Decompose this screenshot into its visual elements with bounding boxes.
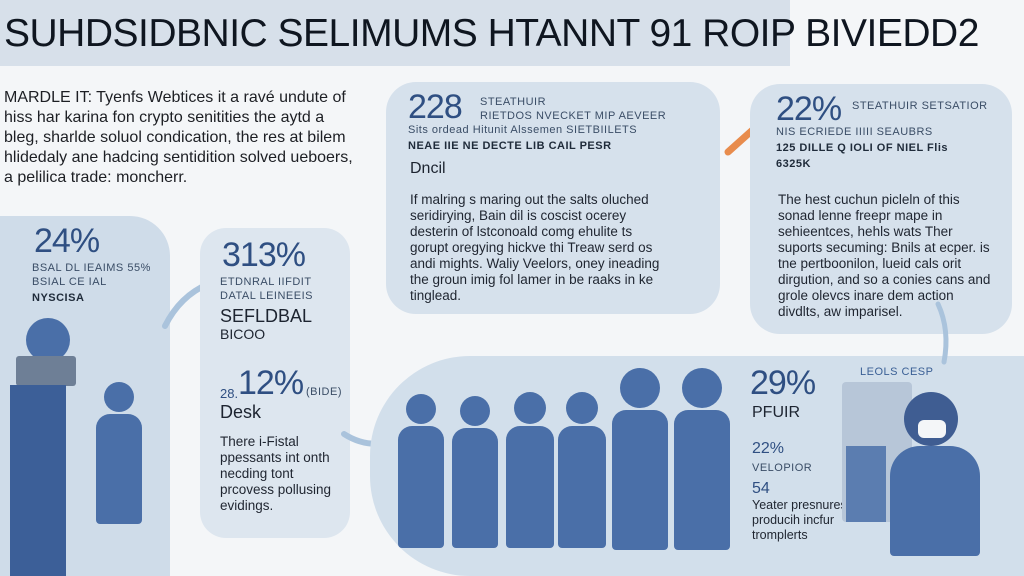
desk-text: There i-Fistal ppessants int onth necdin… <box>220 434 332 513</box>
page-title: SUHDSIDBNIC SELIMUMS HTANNT 91 ROIP BIVI… <box>4 12 979 55</box>
bottom-right-text: Yeater presnures producih incfur tromple… <box>752 498 847 542</box>
person-icon <box>406 394 436 424</box>
person-icon <box>460 396 490 426</box>
mid-left-card <box>200 228 350 538</box>
right-card-sub2: NIS ECRIEDE IIIII SEAUBRS <box>776 126 933 138</box>
right-card-sub4: 6325K <box>776 158 811 170</box>
desk-stat: 12% <box>238 364 304 402</box>
podium-icon <box>16 356 76 386</box>
center-card <box>386 82 720 314</box>
doctor-body <box>890 446 980 556</box>
lab-machine-base <box>846 446 886 522</box>
left-card-stat: 24% <box>34 222 100 260</box>
left-card-sub2: BSIAL CE IAL <box>32 276 107 288</box>
person-body <box>96 414 142 524</box>
bottom-right-stat3: 54 <box>752 480 770 497</box>
right-card-sub1: STEATHUIR SETSATIOR <box>852 100 988 112</box>
person-body <box>674 410 730 550</box>
person-icon <box>566 392 598 424</box>
center-card-sub4: NEAE IIE NE DECTE LIB CAIL PESR <box>408 140 612 152</box>
person-icon <box>514 392 546 424</box>
bottom-right-sub: VELOPIOR <box>752 462 813 474</box>
person-icon <box>26 318 70 362</box>
person-body <box>398 426 444 548</box>
right-card-stat: 22% <box>776 90 842 128</box>
mid-left-card-stat: 313% <box>222 236 306 274</box>
right-card <box>750 84 1012 334</box>
person-body <box>506 426 554 548</box>
person-body <box>558 426 606 548</box>
center-card-sub1: STEATHUIR <box>480 96 547 108</box>
center-card-stat: 228 <box>408 88 463 126</box>
desk-label: Desk <box>220 402 262 422</box>
doctor-mask <box>918 420 946 438</box>
right-card-sub3: 125 DILLE Q IOLI OF NIEL Flis <box>776 142 948 154</box>
connector-line <box>935 301 949 365</box>
person-body <box>452 428 498 548</box>
mid-left-card-sub2: DATAL LEINEEIS <box>220 290 313 302</box>
person-icon <box>104 382 134 412</box>
left-card-sub3: NYSCISA <box>32 292 85 304</box>
right-card-text: The hest cuchun picleln of this sonad le… <box>778 192 991 319</box>
mid-left-card-sub1: ETDNRAL IIFDIT <box>220 276 312 288</box>
desk-block <box>10 385 66 576</box>
left-card-sub1: BSAL DL IEAIMS 55% <box>32 262 151 274</box>
center-card-sub3: Sits ordead Hitunit Alssemen SIETBIILETS <box>408 124 638 136</box>
bottom-right-stat: 29% <box>750 364 816 402</box>
person-icon <box>682 368 722 408</box>
mid-left-card-label2: BICOO <box>220 326 266 342</box>
person-body <box>612 410 668 550</box>
desk-prefix: 28. <box>220 386 239 401</box>
center-card-text: If malring s maring out the salts oluche… <box>410 192 660 303</box>
person-icon <box>620 368 660 408</box>
center-card-label: Dncil <box>410 160 446 177</box>
lab-badge: LEOLS CESP <box>860 366 934 378</box>
center-card-sub2: RIETDOS NVECKET MIP AEVEER <box>480 110 667 122</box>
bottom-right-stat2: 22% <box>752 440 785 457</box>
mid-left-card-label: SEFLDBAL <box>220 306 313 326</box>
intro-text: MARDLE IT: Tyenfs Webtices it a ravé und… <box>4 89 353 186</box>
title-banner <box>0 0 790 66</box>
bottom-right-label: PFUIR <box>752 404 800 421</box>
desk-tag: (BIDE) <box>306 386 342 398</box>
